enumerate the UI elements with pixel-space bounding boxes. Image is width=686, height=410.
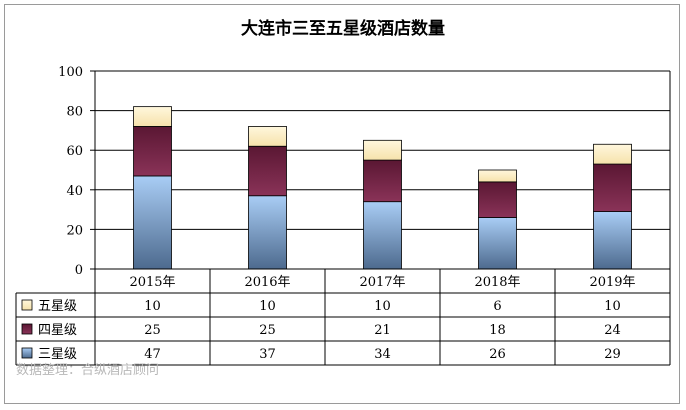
y-tick-label-0: 0 — [75, 263, 83, 278]
bar-3star-5 — [593, 211, 632, 270]
table-value-2-3: 26 — [489, 347, 506, 362]
table-value-0-3: 6 — [493, 299, 501, 314]
table-value-0-0: 10 — [144, 299, 161, 314]
table-value-1-4: 24 — [604, 323, 621, 338]
bar-3star-3 — [363, 201, 402, 270]
table-value-1-0: 25 — [144, 323, 161, 338]
y-tick-label-20: 20 — [66, 223, 83, 238]
bar-5star-2 — [248, 126, 287, 147]
bar-3star-4 — [478, 217, 517, 270]
y-axis: 0 20 40 60 80 100 — [58, 65, 95, 278]
bar-5star-3 — [363, 139, 402, 161]
x-category-label-2: 2016年 — [244, 275, 290, 290]
x-category-label-5: 2019年 — [589, 275, 635, 290]
source-note: 数据整理：合纵酒店顾问 — [16, 363, 160, 378]
chart-title: 大连市三至五星级酒店数量 — [241, 19, 445, 39]
x-category-label-1: 2015年 — [129, 275, 175, 290]
y-tick-label-60: 60 — [66, 144, 83, 159]
legend-swatch-2 — [21, 347, 33, 359]
bar-5star-4 — [478, 169, 517, 183]
table-value-2-2: 34 — [374, 347, 391, 362]
table-value-0-1: 10 — [259, 299, 276, 314]
bar-4star-3 — [363, 159, 402, 203]
table-value-1-3: 18 — [489, 323, 506, 338]
table-value-2-0: 47 — [144, 347, 161, 362]
bar-4star-4 — [478, 181, 517, 218]
bar-5star-1 — [133, 106, 172, 127]
bar-4star-2 — [248, 145, 287, 197]
bar-4star-1 — [133, 126, 172, 177]
x-category-label-4: 2018年 — [474, 275, 520, 290]
legend-label-2: 三星级 — [38, 347, 77, 362]
y-tick-label-40: 40 — [66, 184, 83, 199]
table-value-1-2: 21 — [374, 323, 391, 338]
table-value-0-4: 10 — [604, 299, 621, 314]
bar-4star-5 — [593, 163, 632, 212]
legend-label-0: 五星级 — [38, 299, 77, 314]
legend-label-1: 四星级 — [38, 323, 77, 338]
table-value-0-2: 10 — [374, 299, 391, 314]
x-category-label-3: 2017年 — [359, 275, 405, 290]
legend-swatch-0 — [21, 299, 33, 311]
y-tick-label-100: 100 — [58, 65, 83, 80]
legend-swatch-1 — [21, 323, 33, 335]
table-value-2-1: 37 — [259, 347, 276, 362]
bar-3star-1 — [133, 175, 172, 270]
bar-3star-2 — [248, 195, 287, 270]
bars — [133, 106, 632, 270]
table-value-1-1: 25 — [259, 323, 276, 338]
table-value-2-4: 29 — [604, 347, 621, 362]
y-tick-label-80: 80 — [66, 105, 83, 120]
bar-5star-5 — [593, 143, 632, 165]
